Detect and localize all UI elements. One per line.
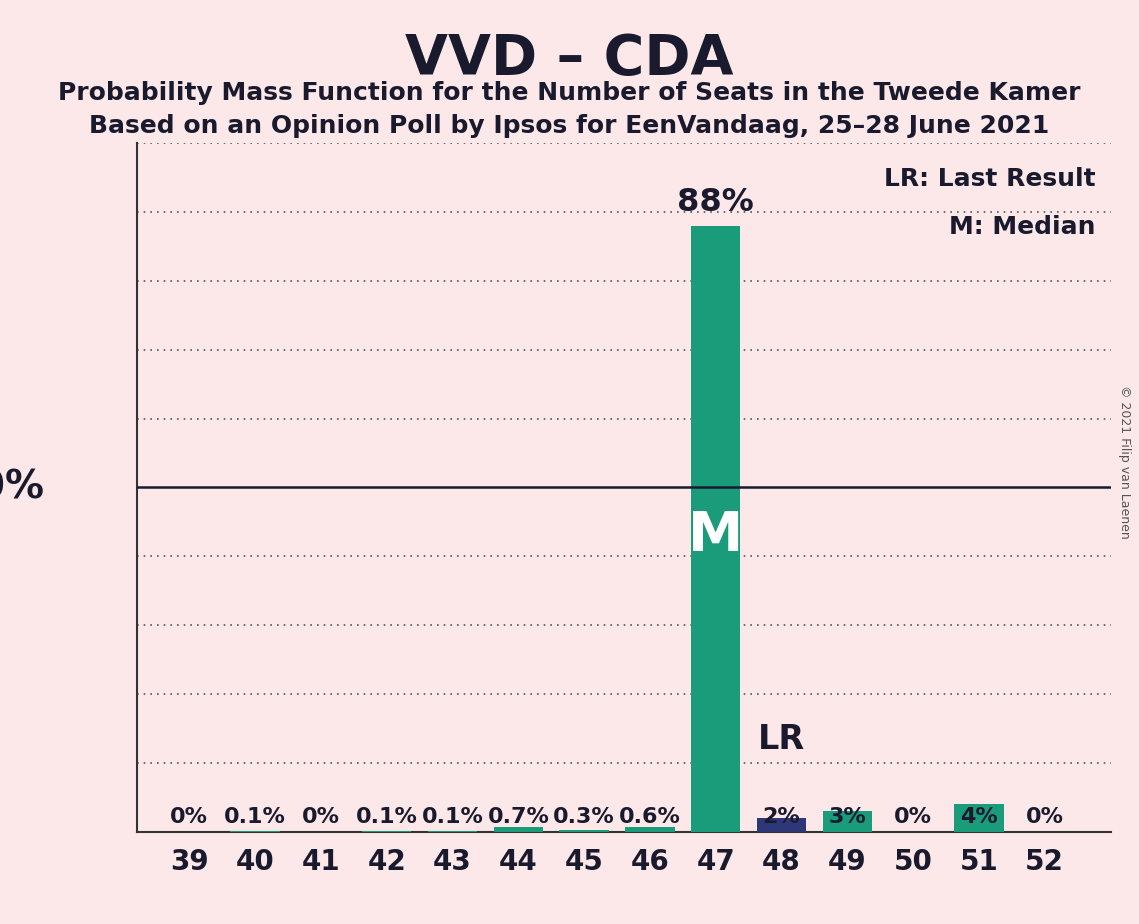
Text: VVD – CDA: VVD – CDA <box>405 32 734 86</box>
Text: 0%: 0% <box>171 808 208 828</box>
Text: LR: LR <box>757 723 805 756</box>
Text: LR: Last Result: LR: Last Result <box>884 167 1096 191</box>
Text: 2%: 2% <box>763 808 801 828</box>
Text: M: M <box>688 508 744 563</box>
Bar <box>822 811 872 832</box>
Text: © 2021 Filip van Laenen: © 2021 Filip van Laenen <box>1118 385 1131 539</box>
Text: 0.1%: 0.1% <box>355 808 418 828</box>
Text: 0%: 0% <box>1026 808 1064 828</box>
Text: Based on an Opinion Poll by Ipsos for EenVandaag, 25–28 June 2021: Based on an Opinion Poll by Ipsos for Ee… <box>89 114 1050 138</box>
Text: 0%: 0% <box>302 808 339 828</box>
Bar <box>559 830 609 832</box>
Text: Probability Mass Function for the Number of Seats in the Tweede Kamer: Probability Mass Function for the Number… <box>58 81 1081 105</box>
Text: 3%: 3% <box>828 808 866 828</box>
Bar <box>954 804 1003 832</box>
Text: 0.1%: 0.1% <box>224 808 286 828</box>
Text: 0.3%: 0.3% <box>554 808 615 828</box>
Text: M: Median: M: Median <box>950 215 1096 239</box>
Text: 50%: 50% <box>0 468 44 506</box>
Bar <box>756 818 806 832</box>
Text: 0.7%: 0.7% <box>487 808 549 828</box>
Text: 88%: 88% <box>678 187 754 217</box>
Text: 4%: 4% <box>960 808 998 828</box>
Text: 0.6%: 0.6% <box>618 808 681 828</box>
Text: 0%: 0% <box>894 808 932 828</box>
Bar <box>493 827 543 832</box>
Text: 0.1%: 0.1% <box>421 808 483 828</box>
Bar <box>625 828 674 832</box>
Bar <box>691 225 740 832</box>
